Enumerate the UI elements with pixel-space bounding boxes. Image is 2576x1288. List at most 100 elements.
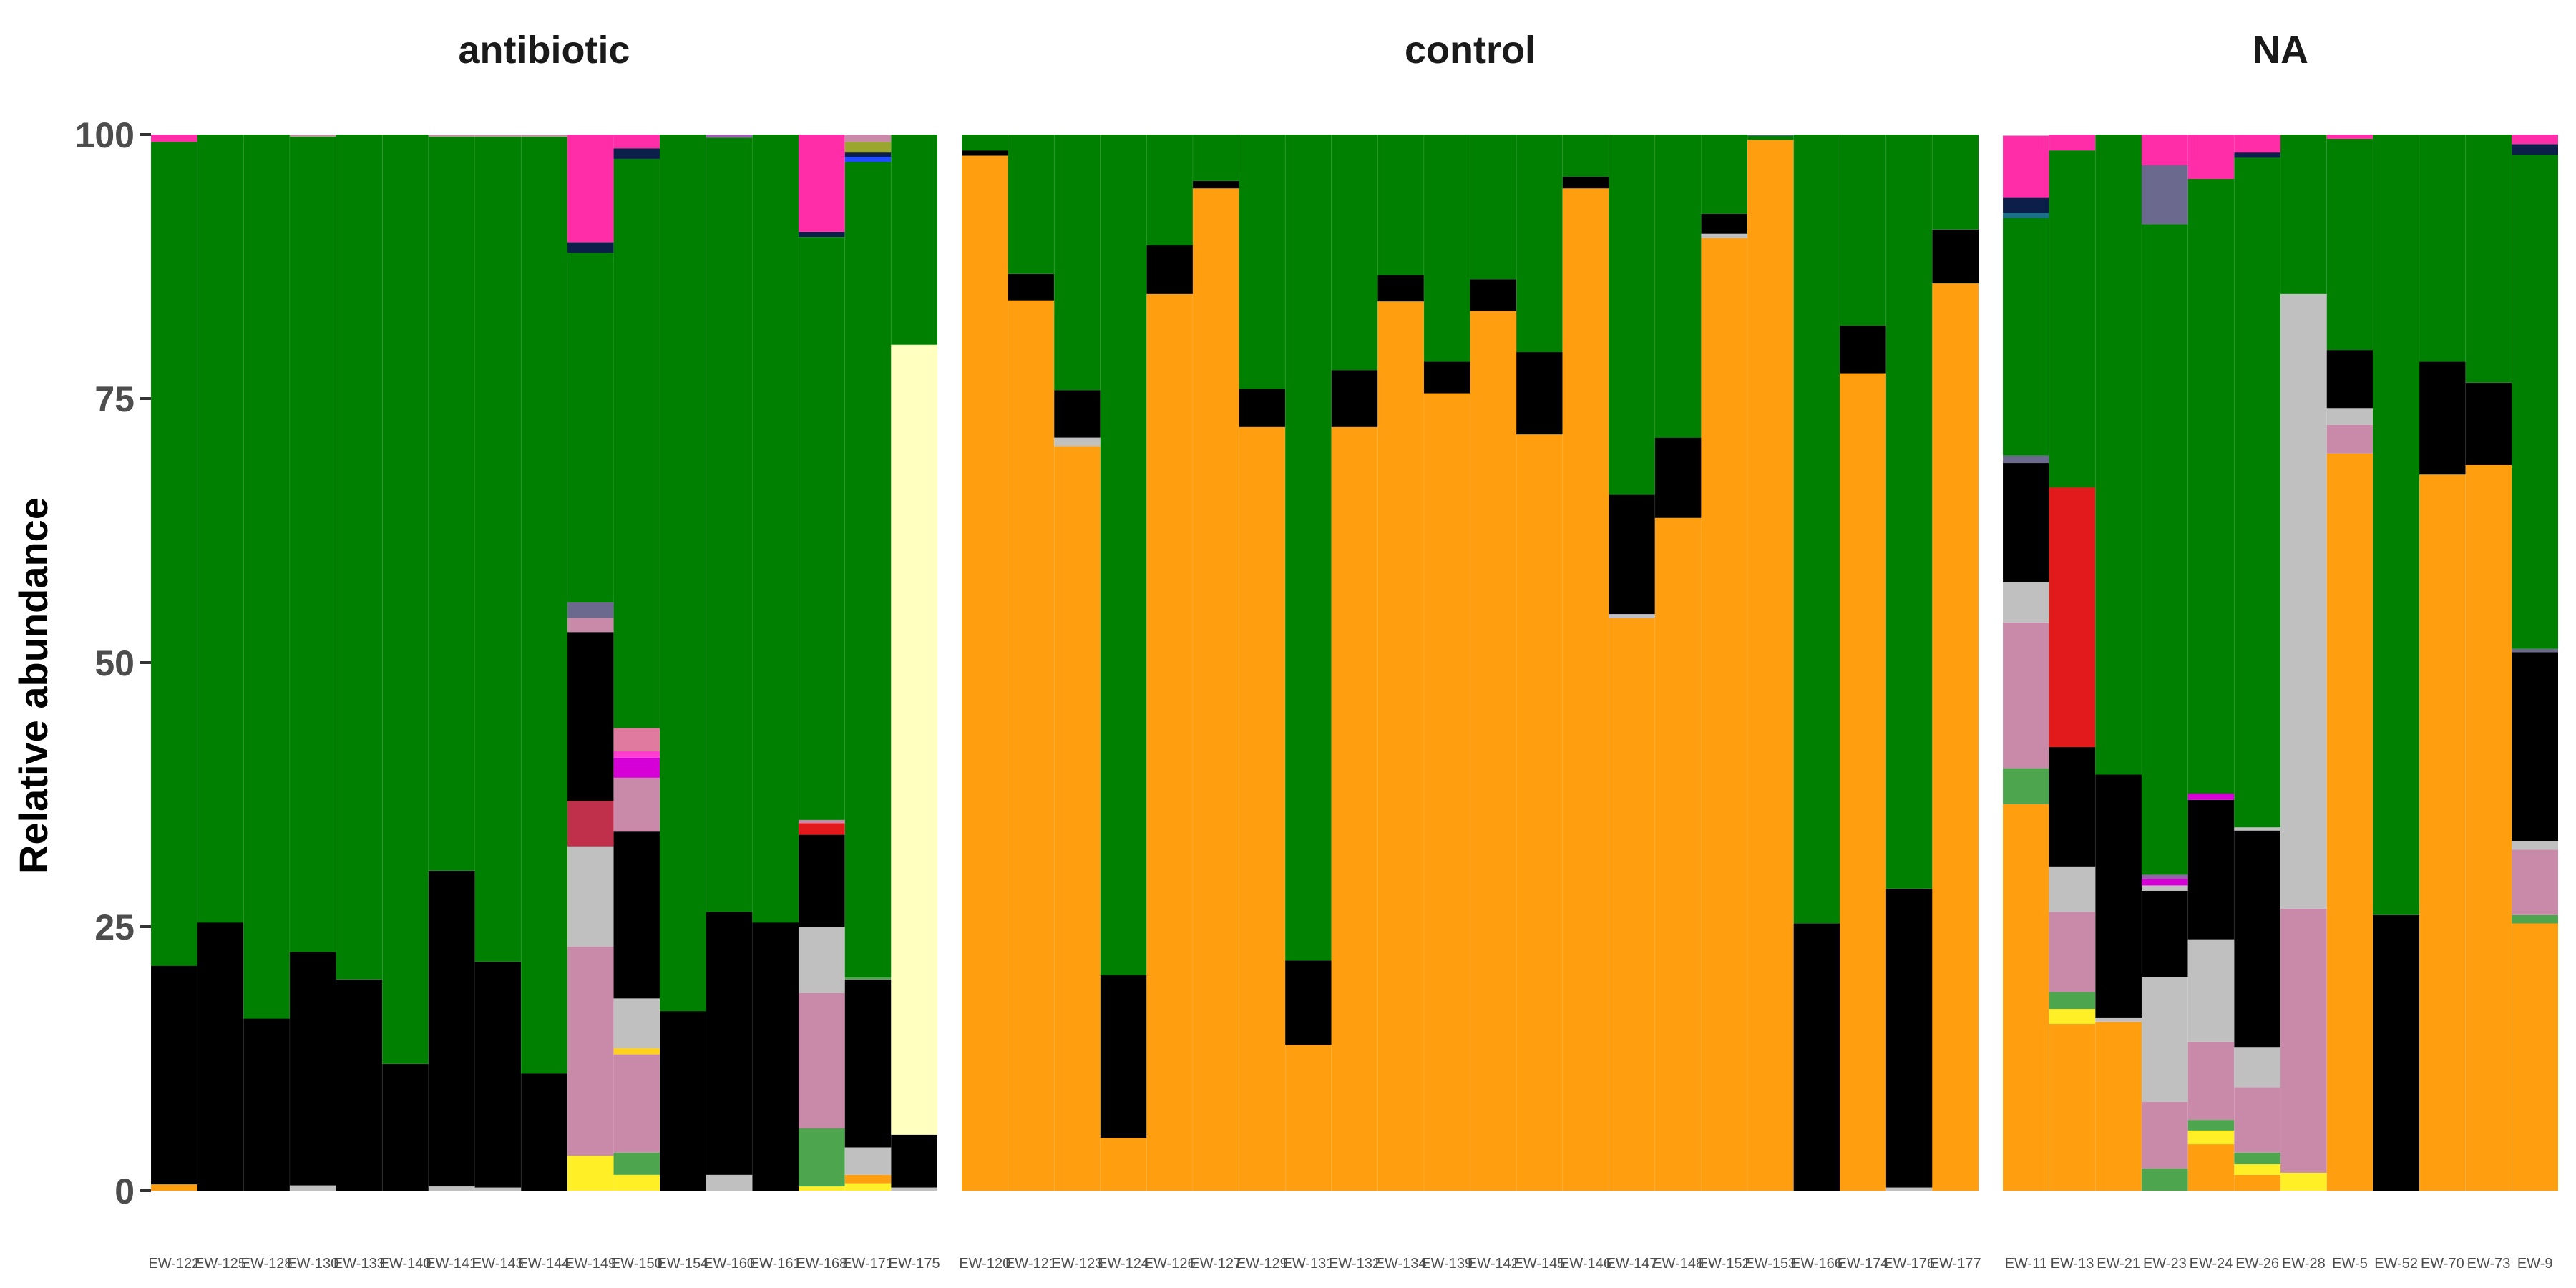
bar-segment bbox=[844, 1174, 892, 1184]
bar-segment bbox=[2142, 224, 2188, 875]
bar-segment bbox=[2003, 197, 2049, 213]
bar-segment bbox=[2326, 424, 2373, 454]
bar-segment bbox=[1054, 437, 1101, 447]
bar-segment bbox=[844, 1147, 892, 1175]
y-tick-label: 50 bbox=[94, 643, 135, 683]
bar-segment bbox=[2234, 1152, 2280, 1165]
bar-segment bbox=[1285, 960, 1332, 1045]
y-axis-title: Relative abundance bbox=[11, 497, 56, 874]
bar-segment bbox=[1054, 135, 1101, 391]
bar-EW-126 bbox=[1146, 135, 1193, 1191]
bar-segment bbox=[2234, 827, 2280, 831]
bar-EW-128 bbox=[243, 135, 290, 1191]
bar-segment bbox=[1470, 279, 1517, 311]
x-tick-label: EW-177 bbox=[1930, 1256, 1981, 1272]
bar-segment bbox=[2280, 908, 2327, 1173]
bar-segment bbox=[2512, 648, 2558, 653]
bar-EW-70 bbox=[2419, 135, 2466, 1191]
bar-EW-145 bbox=[1516, 135, 1563, 1191]
bar-segment bbox=[2512, 849, 2558, 915]
bar-segment bbox=[2142, 135, 2188, 165]
bar-segment bbox=[567, 801, 614, 847]
bar-segment bbox=[1840, 373, 1886, 1191]
bar-segment bbox=[2234, 1047, 2280, 1088]
bar-segment bbox=[243, 1018, 290, 1191]
facet-panel-na: NA EW-11 EW-13 EW-21 EW-23 EW-24 EW-26 EW-28 EW-… bbox=[2002, 29, 2558, 1272]
bar-EW-140 bbox=[381, 135, 429, 1191]
bar-EW-131 bbox=[1284, 135, 1332, 1191]
x-tick-label: EW-9 bbox=[2517, 1256, 2553, 1272]
bar-segment bbox=[289, 136, 336, 952]
bar-segment bbox=[1793, 135, 1840, 924]
bar-segment bbox=[382, 1063, 429, 1191]
x-tick-label: EW-125 bbox=[195, 1256, 246, 1272]
x-tick-label: EW-130 bbox=[287, 1256, 338, 1272]
bar-segment bbox=[1609, 618, 1655, 1191]
bar-segment bbox=[1840, 326, 1886, 374]
bar-segment bbox=[151, 965, 197, 1185]
facet-title: NA bbox=[2253, 29, 2308, 72]
bar-segment bbox=[613, 757, 660, 778]
bar-EW-24 bbox=[2187, 135, 2235, 1191]
bar-segment bbox=[2003, 213, 2049, 218]
bar-segment bbox=[1100, 1138, 1147, 1191]
bar-segment bbox=[613, 728, 660, 751]
bar-segment bbox=[613, 148, 660, 159]
bar-segment bbox=[1654, 437, 1702, 518]
bar-segment bbox=[151, 1184, 197, 1191]
bar-segment bbox=[799, 927, 845, 993]
y-tick-label: 0 bbox=[114, 1171, 135, 1211]
bar-EW-122 bbox=[150, 135, 197, 1191]
bar-segment bbox=[2187, 178, 2235, 794]
bar-segment bbox=[1516, 135, 1563, 353]
bar-EW-161 bbox=[751, 135, 799, 1191]
bar-segment bbox=[1932, 135, 1979, 230]
bar-segment bbox=[2187, 1041, 2235, 1121]
facet-panels: antibiotic EW-122EW-125EW-128EW-130EW-133… bbox=[148, 29, 2558, 1272]
bar-segment bbox=[1239, 135, 1286, 389]
bar-EW-144 bbox=[520, 135, 567, 1191]
bar-segment bbox=[2465, 464, 2512, 1191]
bar-segment bbox=[1701, 135, 1748, 214]
bar-segment bbox=[2049, 866, 2096, 912]
bar-segment bbox=[1932, 283, 1979, 1191]
bar-segment bbox=[151, 142, 197, 966]
bar-segment bbox=[474, 1187, 522, 1191]
bar-segment bbox=[2142, 1169, 2188, 1191]
bar-segment bbox=[2049, 487, 2096, 748]
bar-EW-124 bbox=[1100, 135, 1147, 1191]
bar-EW-28 bbox=[2280, 135, 2327, 1191]
bar-segment bbox=[289, 1185, 336, 1191]
bar-segment bbox=[1331, 135, 1378, 371]
bar-segment bbox=[613, 1174, 660, 1191]
bar-segment bbox=[1885, 135, 1933, 889]
bar-EW-147 bbox=[1608, 135, 1655, 1191]
bar-segment bbox=[567, 602, 614, 619]
bar-segment bbox=[197, 135, 244, 923]
bar-segment bbox=[844, 162, 892, 977]
bar-segment bbox=[844, 1183, 892, 1191]
bar-segment bbox=[2326, 135, 2373, 139]
bar-EW-149 bbox=[567, 135, 614, 1191]
bar-segment bbox=[2234, 1164, 2280, 1175]
bar-segment bbox=[1423, 135, 1470, 362]
bar-segment bbox=[2003, 622, 2049, 769]
bar-segment bbox=[799, 1128, 845, 1187]
x-tick-label: EW-149 bbox=[565, 1256, 616, 1272]
bar-segment bbox=[844, 979, 892, 1148]
bar-segment bbox=[382, 135, 429, 1064]
bar-EW-143 bbox=[474, 135, 522, 1191]
bar-segment bbox=[2095, 1021, 2142, 1191]
x-tick-label: EW-131 bbox=[1282, 1256, 1334, 1272]
bar-EW-141 bbox=[428, 135, 475, 1191]
bar-segment bbox=[2419, 135, 2466, 362]
x-tick-label: EW-139 bbox=[1421, 1256, 1473, 1272]
bar-segment bbox=[567, 253, 614, 602]
bar-EW-171 bbox=[844, 135, 892, 1191]
bar-segment bbox=[1654, 135, 1702, 438]
x-tick-label: EW-120 bbox=[959, 1256, 1010, 1272]
bar-segment bbox=[243, 135, 290, 1019]
bar-EW-130 bbox=[289, 135, 336, 1191]
x-tick-label: EW-5 bbox=[2332, 1256, 2368, 1272]
